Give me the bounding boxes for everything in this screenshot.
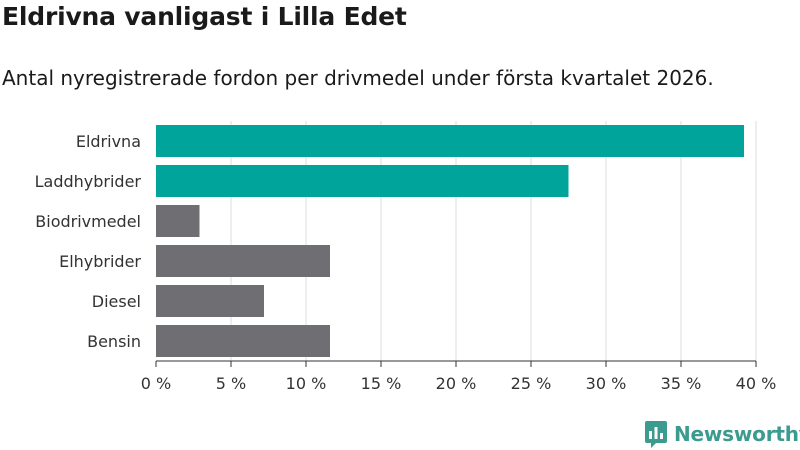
x-tick-label: 35 % — [661, 374, 702, 393]
x-tick-label: 5 % — [216, 374, 246, 393]
bar-biodrivmedel — [156, 205, 200, 237]
bar-eldrivna — [156, 125, 744, 157]
bar-diesel — [156, 285, 264, 317]
category-label: Eldrivna — [76, 132, 141, 151]
category-label: Laddhybrider — [35, 172, 142, 191]
category-label: Biodrivmedel — [35, 212, 141, 231]
chart-title: Eldrivna vanligast i Lilla Edet — [2, 2, 407, 31]
category-label: Elhybrider — [59, 252, 141, 271]
brand-name: Newsworthy — [674, 422, 800, 446]
newsworthy-logo-icon — [645, 421, 667, 448]
category-label: Diesel — [92, 292, 141, 311]
x-tick-label: 30 % — [586, 374, 627, 393]
chart-subtitle: Antal nyregistrerade fordon per drivmede… — [2, 66, 714, 90]
x-tick-label: 10 % — [286, 374, 327, 393]
x-tick-label: 20 % — [436, 374, 477, 393]
x-tick-label: 40 % — [736, 374, 777, 393]
bar-elhybrider — [156, 245, 330, 277]
x-tick-label: 25 % — [511, 374, 552, 393]
category-label: Bensin — [87, 332, 141, 351]
bar-bensin — [156, 325, 330, 357]
x-tick-label: 15 % — [361, 374, 402, 393]
bar-laddhybrider — [156, 165, 569, 197]
newsworthy-logo: Newsworthy — [644, 418, 800, 450]
x-tick-label: 0 % — [141, 374, 171, 393]
